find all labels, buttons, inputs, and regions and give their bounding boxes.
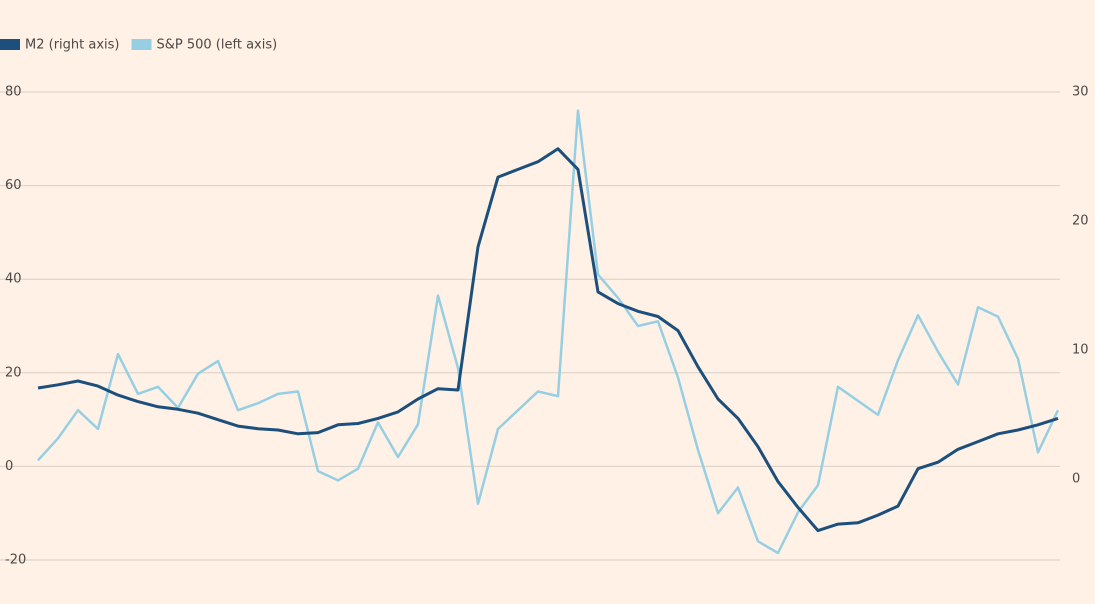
legend-label: M2 (right axis) [25,38,120,53]
series-line [37,109,1060,555]
y-tick-label: 0 [5,459,13,474]
legend-swatch [131,39,152,50]
legend-label: S&P 500 (left axis) [157,38,278,53]
y-tick-label: 60 [5,178,22,193]
legend-swatch [0,39,20,50]
y-tick-label: 80 [5,85,22,100]
y-tick-label: 40 [5,272,22,287]
y2-tick-label: 0 [1072,471,1080,486]
y2-tick-label: 10 [1072,342,1089,357]
y-tick-label: -20 [5,553,26,568]
y2-tick-label: 20 [1072,213,1089,228]
series-line [37,147,1059,533]
y2-tick-label: 30 [1072,85,1089,100]
y-tick-label: 20 [5,365,22,380]
